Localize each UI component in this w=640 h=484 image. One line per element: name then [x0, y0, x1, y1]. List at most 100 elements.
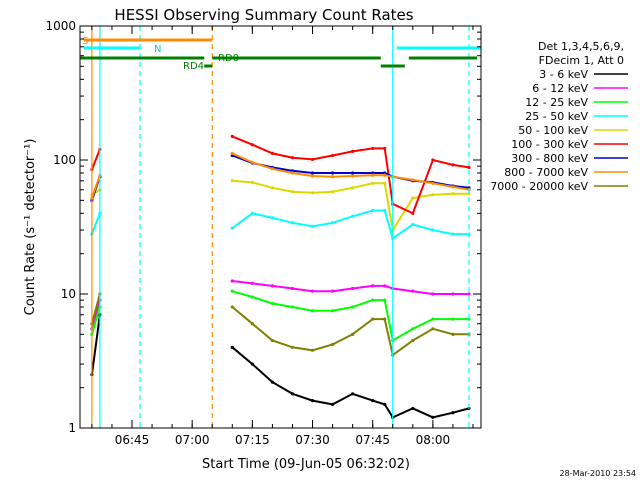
x-tick-label: 07:45: [355, 433, 390, 447]
data-point: [230, 289, 234, 293]
data-point: [411, 289, 415, 293]
data-point: [411, 178, 415, 182]
data-point: [383, 317, 387, 321]
decimation-flag-label-rd0: RD0: [218, 53, 239, 64]
data-point: [467, 165, 471, 170]
data-point: [351, 286, 355, 291]
data-point: [451, 317, 455, 321]
data-point: [270, 301, 275, 306]
footer-date: 28-Mar-2010 23:54: [560, 469, 637, 478]
data-point: [371, 173, 375, 177]
legend-label: 50 - 100 keV: [518, 124, 588, 137]
data-point: [431, 193, 435, 197]
data-point: [351, 149, 355, 153]
data-point: [451, 163, 455, 167]
data-point: [451, 332, 455, 336]
chart-title: HESSI Observing Summary Count Rates: [114, 6, 413, 24]
series-line: [232, 179, 469, 233]
night-flag-label: N: [154, 44, 161, 55]
data-point: [270, 380, 275, 384]
legend-label: 7000 - 20000 keV: [490, 180, 588, 193]
legend-label: 3 - 6 keV: [539, 68, 588, 81]
data-point: [431, 317, 435, 321]
data-point: [310, 191, 315, 195]
data-point: [270, 216, 275, 220]
data-point: [411, 338, 415, 343]
data-point: [270, 167, 275, 171]
data-point: [371, 284, 375, 288]
tick-layer: 1 10 100 1000 06:45 07:00 07:15 07:30 07:45 08:00: [45, 19, 481, 447]
data-point: [310, 309, 315, 313]
data-point: [250, 211, 254, 215]
x-tick-label: 07:15: [235, 433, 270, 447]
data-point: [451, 232, 455, 236]
data-point: [310, 171, 315, 175]
legend-label: 800 - 7000 keV: [504, 166, 588, 179]
legend-header-line-1: Det 1,3,4,5,6,9,: [538, 40, 624, 53]
data-point: [310, 224, 315, 228]
data-point: [351, 305, 355, 309]
data-point: [383, 146, 387, 151]
data-point: [230, 345, 234, 349]
data-point: [310, 399, 315, 403]
series-line: [231, 346, 470, 419]
series-line: [231, 135, 470, 215]
data-point: [230, 305, 234, 309]
x-tick-label: 06:45: [115, 433, 150, 447]
data-point: [270, 151, 275, 156]
y-axis-label: Count Rate (s⁻¹ detector⁻¹): [23, 139, 38, 316]
y-tick-label: 1000: [45, 19, 76, 33]
data-point: [250, 295, 254, 299]
data-point: [310, 289, 315, 293]
data-point: [371, 146, 375, 151]
legend-label: 300 - 800 keV: [511, 152, 588, 165]
legend-label: 6 - 12 keV: [532, 82, 588, 95]
x-tick-label: 08:00: [416, 433, 451, 447]
data-point: [310, 157, 315, 162]
series-line: [232, 280, 469, 295]
data-point: [383, 181, 387, 185]
series-line: [90, 212, 101, 235]
data-point: [467, 192, 471, 196]
series-line: [231, 152, 470, 191]
data-point: [230, 226, 234, 230]
data-point: [290, 171, 295, 175]
data-point: [411, 222, 415, 227]
legend-header-line-2: FDecim 1, Att 0: [539, 54, 624, 67]
series-line: [90, 293, 101, 324]
data-point: [371, 171, 375, 175]
series-layer: [90, 134, 471, 419]
data-point: [290, 190, 295, 194]
y-tick-label: 1: [68, 421, 76, 435]
data-point: [230, 134, 234, 139]
data-point: [330, 221, 335, 225]
data-point: [250, 362, 254, 366]
data-point: [270, 284, 275, 288]
saa-flag-label: S: [82, 36, 88, 47]
data-point: [451, 292, 455, 296]
data-point: [411, 196, 415, 200]
data-point: [270, 338, 275, 343]
series-line: [231, 306, 469, 357]
data-point: [411, 327, 415, 331]
data-point: [431, 327, 435, 331]
data-point: [467, 317, 471, 321]
data-point: [451, 185, 455, 189]
data-point: [411, 211, 415, 215]
data-point: [371, 208, 375, 213]
y-tick-label: 100: [53, 153, 76, 167]
data-point: [330, 402, 335, 407]
data-point: [383, 173, 387, 177]
data-point: [431, 158, 435, 162]
legend-label: 100 - 300 keV: [511, 138, 588, 151]
data-point: [351, 214, 355, 218]
data-point: [371, 317, 375, 321]
data-point: [310, 174, 315, 178]
data-point: [351, 186, 355, 190]
data-point: [250, 281, 254, 285]
data-point: [451, 411, 455, 415]
data-point: [330, 342, 335, 347]
series-line: [232, 290, 469, 343]
data-point: [371, 181, 375, 185]
